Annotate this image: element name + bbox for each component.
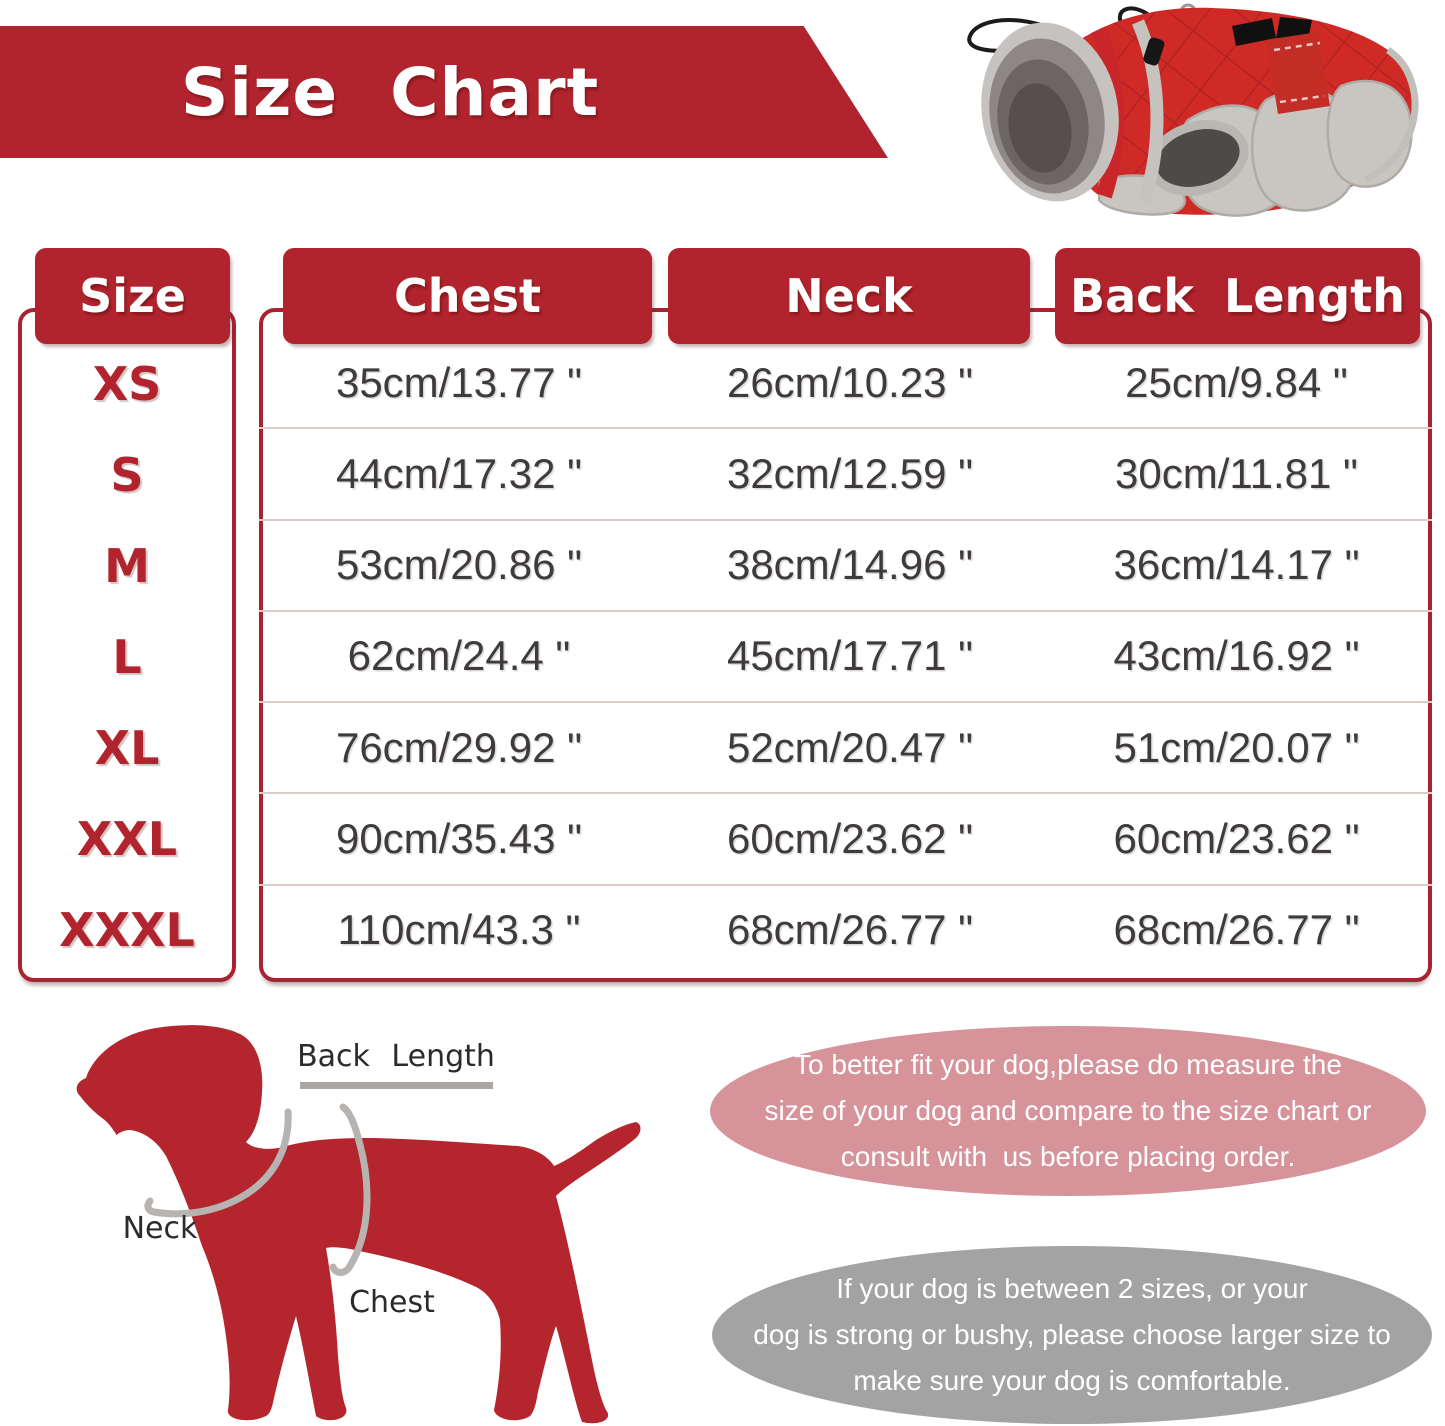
measurement-cell: 25cm/9.84 ": [1125, 358, 1348, 406]
back-length-label: Back Length: [297, 1039, 495, 1074]
measurement-cell: 68cm/26.77 ": [726, 906, 974, 954]
table-row: 76cm/29.92 " 52cm/20.47 " 51cm/20.07 ": [259, 701, 1432, 792]
table-row: 90cm/35.43 " 60cm/23.62 " 60cm/23.62 ": [259, 792, 1432, 883]
measurement-cell: 30cm/11.81 ": [1115, 449, 1358, 497]
measurement-cell: 76cm/29.92 ": [335, 723, 583, 771]
size-label: XXL: [76, 811, 178, 866]
dog-measurement-diagram: Back Length Neck Chest: [76, 1025, 641, 1424]
table-row: 35cm/13.77 " 26cm/10.23 " 25cm/9.84 ": [259, 338, 1432, 427]
measurement-cell: 51cm/20.07 ": [1113, 723, 1360, 771]
measurement-cell: 38cm/14.96 ": [726, 541, 974, 589]
measurement-cell: 44cm/17.32 ": [335, 449, 583, 497]
measurement-cell: 43cm/16.92 ": [1113, 632, 1360, 680]
fit-note-line: consult with us before placing order.: [840, 1141, 1296, 1172]
table-row: 44cm/17.32 " 32cm/12.59 " 30cm/11.81 ": [259, 427, 1432, 518]
fit-note-callout: To better fit your dog,please do measure…: [710, 1026, 1426, 1196]
page-title: Size Chart: [180, 53, 600, 131]
fur-collar: [981, 22, 1119, 202]
size-label: XXXL: [59, 902, 195, 957]
chest-strap: [1266, 32, 1330, 114]
chest-label: Chest: [349, 1285, 435, 1320]
size-label: S: [110, 447, 144, 502]
measurement-cell: 35cm/13.77 ": [335, 358, 583, 406]
table-row: 110cm/43.3 " 68cm/26.77 " 68cm/26.77 ": [259, 883, 1432, 975]
dog-silhouette: [76, 1025, 641, 1424]
table-row: 62cm/24.4 " 45cm/17.71 " 43cm/16.92 ": [259, 609, 1432, 701]
measurement-cell: 60cm/23.62 ": [1113, 815, 1360, 863]
column-header-back-length: Back Length: [1055, 248, 1420, 344]
buckle: [1232, 17, 1312, 46]
column-header-chest: Chest: [283, 248, 652, 344]
fit-note-line: To better fit your dog,please do measure…: [794, 1049, 1342, 1080]
measurement-cell: 60cm/23.62 ": [726, 815, 974, 863]
size-label: L: [112, 629, 142, 684]
sizing-note-callout: If your dog is between 2 sizes, or your …: [712, 1246, 1432, 1424]
back-length-underline: [300, 1082, 493, 1089]
reflective-stripe: [1132, 19, 1164, 204]
measurement-table-body: 35cm/13.77 " 26cm/10.23 " 25cm/9.84 " 44cm/…: [259, 338, 1432, 975]
measurement-cell: 32cm/12.59 ": [726, 449, 974, 497]
measurement-cell: 53cm/20.86 ": [335, 541, 583, 589]
sizing-note-line: If your dog is between 2 sizes, or your: [836, 1273, 1308, 1304]
measurement-cell: 62cm/24.4 ": [347, 632, 571, 680]
measurements-frame: [259, 308, 1432, 982]
measurement-cell: 90cm/35.43 ": [335, 815, 583, 863]
measurement-cell: 110cm/43.3 ": [337, 906, 581, 954]
measurement-cell: 26cm/10.23 ": [726, 358, 974, 406]
cord-toggle: [1143, 37, 1165, 66]
measurement-cell: 52cm/20.47 ": [726, 723, 974, 771]
column-header-neck: Neck: [668, 248, 1030, 344]
size-label: XS: [92, 356, 162, 411]
size-column-frame: [18, 308, 236, 982]
dog-coat-product-photo: [967, 3, 1419, 217]
measurement-cell: 45cm/17.71 ": [726, 632, 974, 680]
column-header-size: Size: [35, 248, 230, 344]
neck-measure-arc: [144, 1108, 292, 1218]
table-row: 53cm/20.86 " 38cm/14.96 " 36cm/14.17 ": [259, 518, 1432, 610]
size-label: XL: [94, 720, 160, 775]
edge-piping: [1363, 47, 1419, 184]
chest-measure-arc: [329, 1103, 371, 1276]
sizing-note-line: make sure your dog is comfortable.: [853, 1365, 1291, 1396]
fit-note-line: size of your dog and compare to the size…: [764, 1095, 1372, 1126]
sizing-note-line: dog is strong or bushy, please choose la…: [753, 1319, 1391, 1350]
measurement-cell: 68cm/26.77 ": [1113, 906, 1360, 954]
title-banner: Size Chart: [0, 26, 888, 158]
size-label-column: XS S M L XL XXL XXXL: [18, 338, 236, 975]
size-label: M: [104, 538, 150, 593]
measurement-cell: 36cm/14.17 ": [1113, 541, 1360, 589]
neck-label: Neck: [123, 1211, 198, 1246]
